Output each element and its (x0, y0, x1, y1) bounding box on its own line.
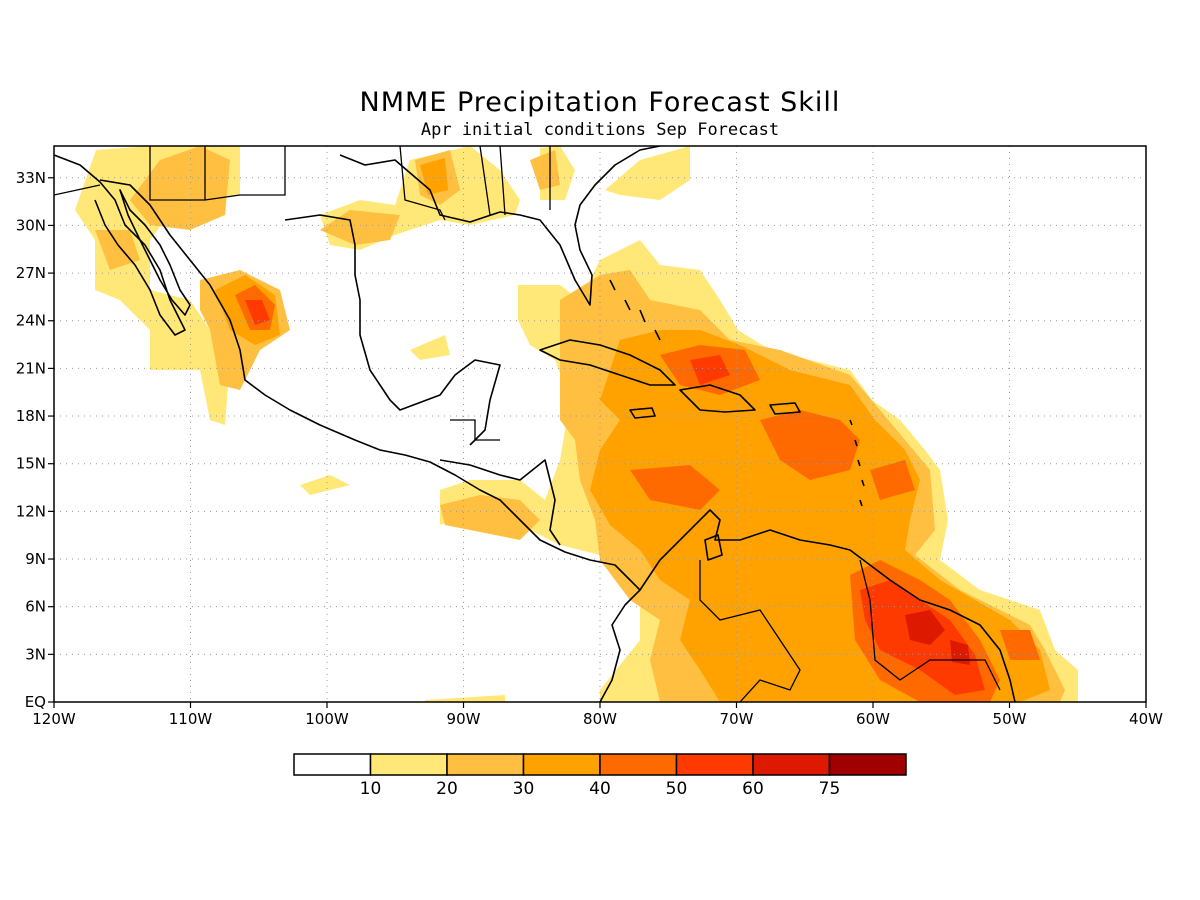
y-tick-label: 18N (16, 407, 46, 425)
x-tick-label: 50W (993, 710, 1027, 728)
x-tick-label: 60W (856, 710, 890, 728)
y-tick-label: 3N (25, 645, 46, 663)
longitude-axis: 120W 110W 100W 90W 80W 70W 60W 50W 40W (32, 702, 1163, 728)
colorbar-swatch (675, 753, 754, 776)
skill-field (75, 146, 1078, 702)
colorbar-label: 50 (666, 779, 688, 799)
x-tick-label: 40W (1129, 710, 1163, 728)
colorbar-swatch (522, 753, 601, 776)
y-tick-label: 30N (16, 216, 46, 234)
latitude-axis: EQ 3N 6N 9N 12N 15N 18N 21N 24N 27N 30N 33N (16, 169, 54, 711)
colorbar-label: 75 (819, 779, 841, 799)
y-tick-label: 15N (16, 455, 46, 473)
y-tick-label: 12N (16, 502, 46, 520)
colorbar-label: 30 (513, 779, 535, 799)
y-tick-label: EQ (25, 693, 46, 711)
y-tick-label: 24N (16, 312, 46, 330)
y-tick-label: 9N (25, 550, 46, 568)
map-title: NMME Precipitation Forecast Skill (360, 87, 841, 118)
colorbar-swatch (599, 753, 678, 776)
y-tick-label: 6N (25, 598, 46, 616)
y-tick-label: 27N (16, 264, 46, 282)
x-tick-label: 90W (447, 710, 481, 728)
coastlines (54, 146, 1016, 702)
y-tick-label: 21N (16, 359, 46, 377)
x-tick-label: 120W (32, 710, 76, 728)
colorbar-swatch (369, 753, 448, 776)
colorbar-swatch (293, 753, 372, 776)
y-tick-label: 33N (16, 169, 46, 187)
x-tick-label: 100W (305, 710, 349, 728)
colorbar-label: 60 (742, 779, 764, 799)
x-tick-label: 110W (169, 710, 213, 728)
colorbar-label: 10 (360, 779, 382, 799)
colorbar-swatch (828, 753, 907, 776)
map-subtitle: Apr initial conditions Sep Forecast (421, 120, 779, 140)
colorbar-swatch (752, 753, 831, 776)
x-tick-label: 80W (583, 710, 617, 728)
colorbar-label: 20 (436, 779, 458, 799)
skill-level-60 (905, 610, 970, 665)
colorbar-swatch (446, 753, 525, 776)
colorbar-label: 40 (589, 779, 611, 799)
political-borders (54, 146, 1001, 702)
colorbar: 10 20 30 40 50 60 75 (293, 753, 907, 799)
x-tick-label: 70W (720, 710, 754, 728)
